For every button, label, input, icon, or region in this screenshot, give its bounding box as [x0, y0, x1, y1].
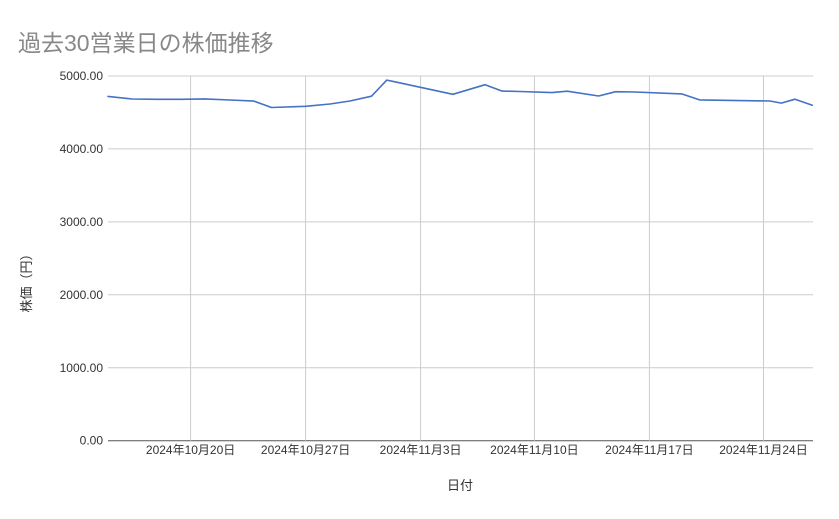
- svg-text:2024年11月24日: 2024年11月24日: [719, 443, 808, 457]
- svg-text:5000.00: 5000.00: [60, 69, 104, 83]
- svg-text:2024年11月10日: 2024年11月10日: [490, 443, 579, 457]
- svg-text:2024年11月17日: 2024年11月17日: [605, 443, 694, 457]
- svg-text:株価（円）: 株価（円）: [19, 247, 34, 312]
- svg-text:4000.00: 4000.00: [60, 142, 104, 156]
- svg-text:日付: 日付: [447, 478, 473, 493]
- svg-text:0.00: 0.00: [80, 434, 104, 448]
- svg-text:2024年11月3日: 2024年11月3日: [380, 443, 462, 457]
- svg-text:2000.00: 2000.00: [60, 288, 104, 302]
- svg-text:2024年10月20日: 2024年10月20日: [146, 443, 235, 457]
- svg-text:3000.00: 3000.00: [60, 215, 104, 229]
- svg-text:1000.00: 1000.00: [60, 361, 104, 375]
- svg-text:2024年10月27日: 2024年10月27日: [261, 443, 350, 457]
